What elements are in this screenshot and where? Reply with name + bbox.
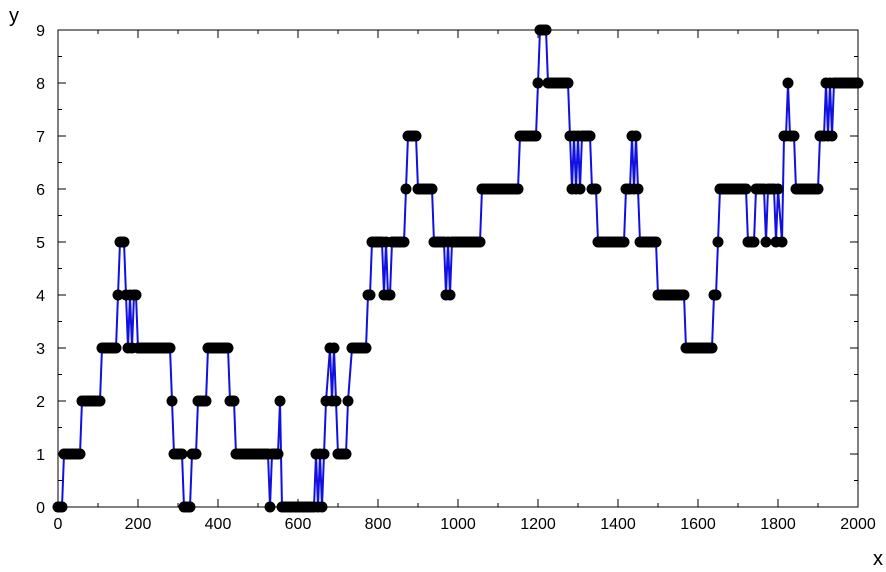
data-point [400, 183, 412, 195]
data-point [474, 236, 486, 248]
data-point [410, 130, 422, 142]
data-point [782, 77, 794, 89]
x-tick-label: 400 [205, 516, 232, 533]
data-point [706, 342, 718, 354]
series-line [58, 29, 858, 508]
data-point [94, 395, 106, 407]
x-tick-label: 600 [285, 516, 312, 533]
data-point [340, 448, 352, 460]
x-tick-label: 0 [54, 516, 63, 533]
y-tick-label: 8 [36, 76, 45, 93]
data-point [590, 183, 602, 195]
data-point [574, 183, 586, 195]
data-point [330, 395, 342, 407]
data-point [632, 183, 644, 195]
y-tick-label: 4 [36, 288, 45, 305]
axis-ticks [57, 29, 859, 508]
data-point [190, 448, 202, 460]
x-tick-label: 800 [365, 516, 392, 533]
data-point [316, 501, 328, 513]
data-point [426, 183, 438, 195]
y-tick-label: 7 [36, 129, 45, 146]
data-point [826, 130, 838, 142]
y-tick-label: 9 [36, 23, 45, 40]
y-tick-label: 6 [36, 182, 45, 199]
data-point [272, 448, 284, 460]
x-tick-label: 200 [125, 516, 152, 533]
data-point [532, 77, 544, 89]
y-axis-label: y [9, 5, 19, 27]
data-point [748, 236, 760, 248]
data-point [562, 77, 574, 89]
data-point [200, 395, 212, 407]
x-tick-label: 1600 [680, 516, 716, 533]
data-point [772, 183, 784, 195]
data-point [328, 342, 340, 354]
y-tick-label: 0 [36, 500, 45, 517]
data-point [512, 183, 524, 195]
data-point [118, 236, 130, 248]
data-point [712, 236, 724, 248]
plot-frame [57, 29, 859, 508]
y-tick-label: 2 [36, 394, 45, 411]
data-point [812, 183, 824, 195]
data-point [130, 289, 142, 301]
data-point [110, 342, 122, 354]
data-point [364, 289, 376, 301]
data-point [184, 501, 196, 513]
data-point [740, 183, 752, 195]
data-point [112, 289, 124, 301]
y-tick-label: 5 [36, 235, 45, 252]
data-point [630, 130, 642, 142]
data-point [852, 77, 864, 89]
data-point [618, 236, 630, 248]
data-point [678, 289, 690, 301]
series-group [52, 24, 864, 513]
data-point [318, 448, 330, 460]
data-point [56, 501, 68, 513]
data-point [584, 130, 596, 142]
data-point [776, 236, 788, 248]
data-point [788, 130, 800, 142]
data-point [360, 342, 372, 354]
data-point [342, 395, 354, 407]
x-tick-label: 1000 [440, 516, 476, 533]
data-point [710, 289, 722, 301]
data-point [222, 342, 234, 354]
data-point [650, 236, 662, 248]
data-point [760, 236, 772, 248]
data-point [384, 289, 396, 301]
x-tick-labels: 0 200 400 600 800 1000 1200 1400 1600 1800 2000 [54, 516, 876, 533]
data-point [444, 289, 456, 301]
data-point [398, 236, 410, 248]
x-tick-label: 1400 [600, 516, 636, 533]
data-point [176, 448, 188, 460]
y-tick-label: 3 [36, 341, 45, 358]
data-point [166, 395, 178, 407]
x-tick-label: 1200 [520, 516, 556, 533]
data-point [530, 130, 542, 142]
data-point [540, 24, 552, 36]
x-axis-label: x [873, 548, 883, 570]
data-point [74, 448, 86, 460]
y-tick-label: 1 [36, 447, 45, 464]
x-tick-label: 1800 [760, 516, 796, 533]
data-point [164, 342, 176, 354]
y-tick-labels: 0 1 2 3 4 5 6 7 8 9 [36, 23, 45, 517]
data-point [264, 501, 276, 513]
data-point [228, 395, 240, 407]
data-point [274, 395, 286, 407]
x-tick-label: 2000 [840, 516, 876, 533]
